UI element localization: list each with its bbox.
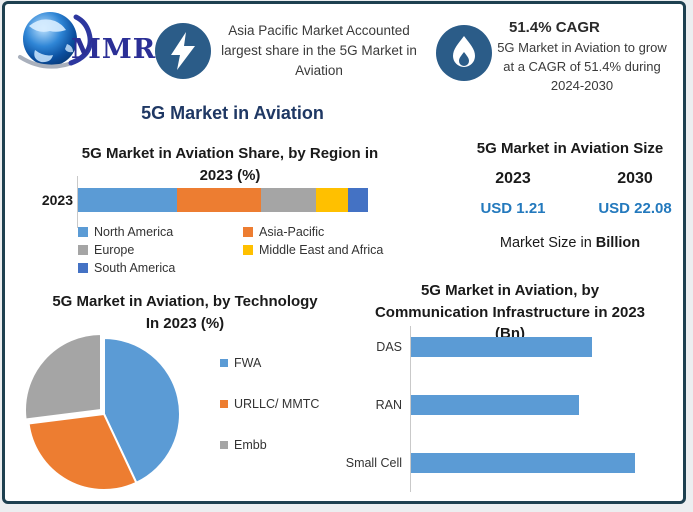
bar-segment-middle-east-and-africa [315,188,348,212]
region-chart-axis [77,176,78,228]
pie-slice-fwa [103,336,181,485]
globe-icon [18,12,93,69]
header-highlight-right: 51.4% CAGR 5G Market in Aviation to grow… [493,19,671,95]
market-size-values: USD 1.21 USD 22.08 [452,200,693,217]
bar-segment-asia-pacific [176,188,261,212]
bar-category-label: Small Cell [345,456,402,470]
lightning-icon [155,23,211,79]
market-size-title: 5G Market in Aviation Size [476,140,664,157]
bar-row-ran: RAN [337,395,677,415]
legend-item-fwa: FWA [220,356,319,370]
bar-segment-europe [260,188,316,212]
technology-pie-legend: FWA URLLC/ MMTC Embb [220,356,319,452]
logo-wordmark: MMR [71,34,157,65]
bar-das [411,337,592,357]
region-chart-title: 5G Market in Aviation Share, by Region i… [81,145,379,184]
note-unit: Billion [595,235,641,251]
legend-swatch [243,227,253,237]
legend-swatch [243,245,253,255]
region-stacked-bar [78,188,368,212]
infrastructure-chart-axis [410,326,411,492]
legend-swatch [220,400,228,408]
flame-icon [436,25,492,81]
note-prefix: Market Size in [499,235,592,251]
year-2023-label: 2023 [495,170,531,187]
legend-label: URLLC/ MMTC [234,397,320,411]
bar-category-label: RAN [375,398,402,412]
legend-item-asia-pacific: Asia-Pacific [243,225,398,239]
bar-ran [411,395,579,415]
legend-item-urllc-mmtc: URLLC/ MMTC [220,397,319,411]
value-2023: USD 1.21 [480,200,546,217]
legend-swatch [78,263,88,273]
mmr-logo: MMR [15,10,155,74]
value-2030: USD 22.08 [598,200,672,217]
legend-item-middle-east-and-africa: Middle East and Africa [243,243,398,257]
infographic-frame: MMR Asia Pacific Market Accounted larges… [2,1,686,504]
technology-pie-svg [24,332,181,491]
page-title: 5G Market in Aviation [141,103,324,123]
cagr-text: 5G Market in Aviation to grow at a CAGR … [497,40,667,93]
legend-swatch [220,441,228,449]
infrastructure-chart-title: 5G Market in Aviation, by Communication … [374,282,646,342]
bar-row-das: DAS [337,337,677,357]
legend-label: North America [94,225,174,239]
cagr-headline: 51.4% CAGR [509,19,600,36]
bar-segment-south-america [347,188,368,212]
legend-item-south-america: South America [78,261,243,275]
bar-category-label: DAS [376,340,402,354]
legend-label: South America [94,261,176,275]
legend-swatch [220,359,228,367]
region-legend: North America Asia-Pacific Europe Middle Ea… [78,225,398,275]
pie-slice-embb [24,332,102,421]
bar-row-small-cell: Small Cell [337,453,677,473]
header-highlight-left-text: Asia Pacific Market Accounted largest sh… [221,23,417,78]
legend-item-europe: Europe [78,243,243,257]
technology-pie-title: 5G Market in Aviation, by Technology In … [52,293,318,332]
legend-label: Embb [234,438,267,452]
year-2030-label: 2030 [617,170,653,187]
legend-swatch [78,227,88,237]
infra-bar-rows: DAS RAN Small Cell [337,330,677,473]
market-size-note: Market Size in Billion [435,235,693,251]
legend-label: Middle East and Africa [259,243,384,257]
bar-segment-north-america [78,188,177,212]
legend-label: Asia-Pacific [259,225,325,239]
legend-swatch [78,245,88,255]
market-size-years: 2023 2030 [452,170,693,188]
bar-small-cell [411,453,635,473]
region-category-label: 2023 [41,192,73,208]
legend-item-embb: Embb [220,438,319,452]
legend-label: FWA [234,356,262,370]
legend-label: Europe [94,243,135,257]
legend-item-north-america: North America [78,225,243,239]
pie-slice-urllc-mmtc [27,412,138,491]
